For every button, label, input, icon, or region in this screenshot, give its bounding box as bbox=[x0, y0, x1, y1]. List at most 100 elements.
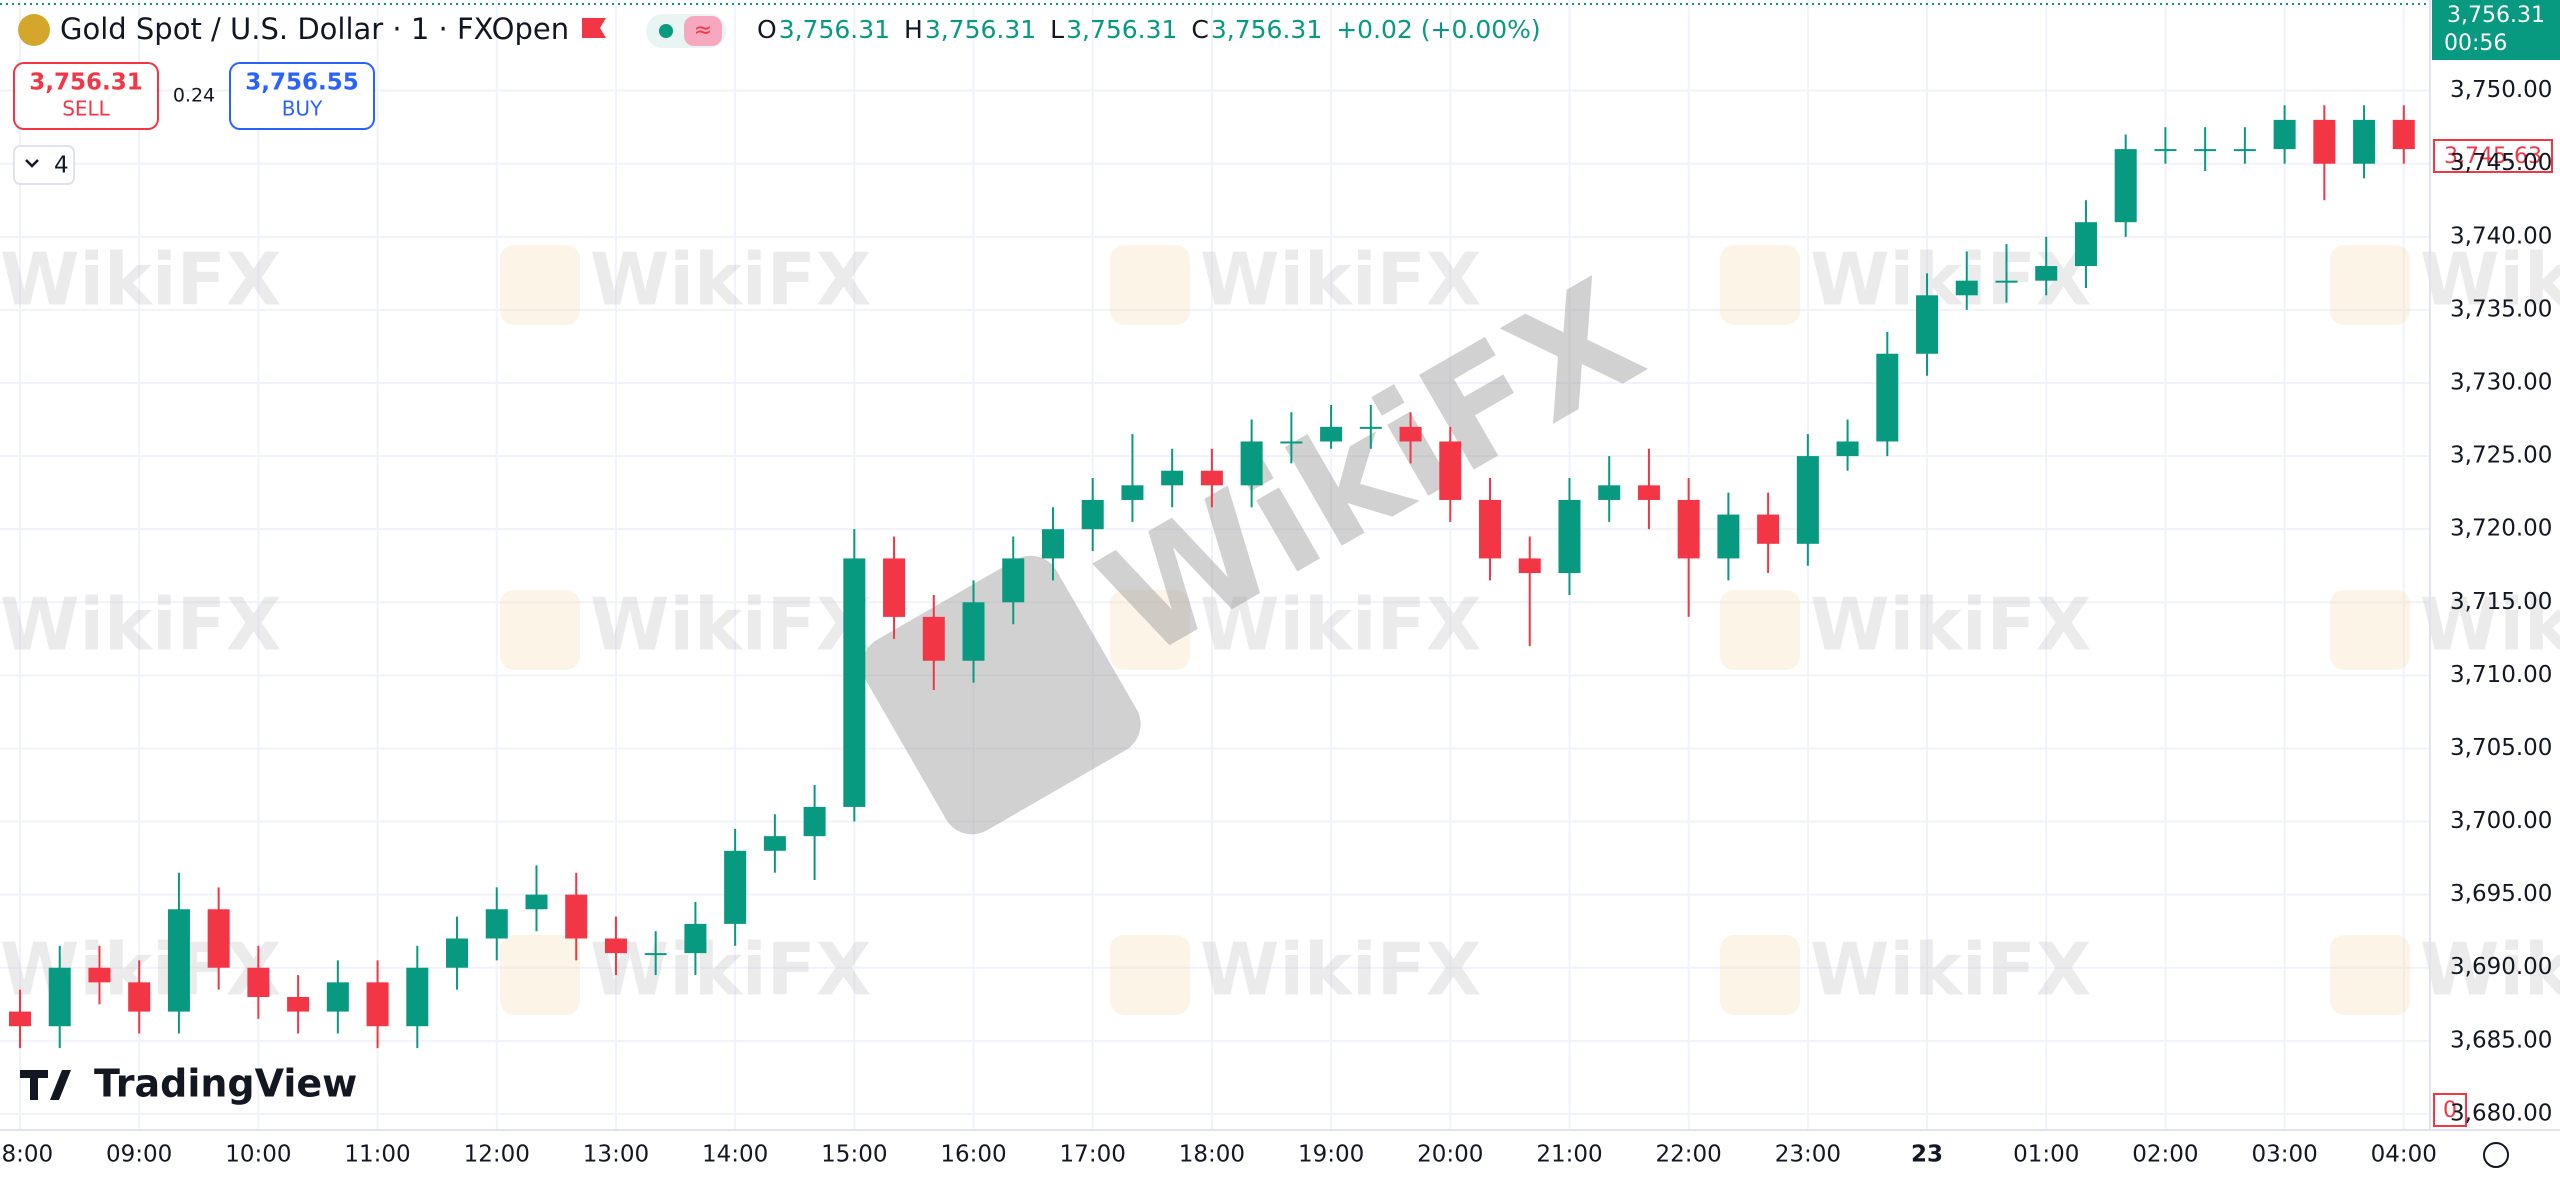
candle-body bbox=[883, 558, 906, 617]
watermark-icon bbox=[2330, 590, 2410, 670]
settings-icon[interactable] bbox=[2483, 1142, 2509, 1168]
logo-icon bbox=[20, 1070, 71, 1100]
grid bbox=[0, 0, 2430, 1130]
candle-body bbox=[167, 909, 190, 1012]
x-tick-label: 17:00 bbox=[1060, 1142, 1126, 1168]
watermark-icon bbox=[1110, 245, 1190, 325]
candle-body bbox=[128, 982, 151, 1012]
watermark: WikiFX bbox=[2420, 583, 2560, 667]
y-tick-label: 3,705.00 bbox=[2450, 735, 2552, 761]
watermark: WikiFX bbox=[590, 238, 871, 322]
candle-body bbox=[1995, 280, 2018, 283]
watermark: WikiFX bbox=[1200, 928, 1481, 1012]
candle-body bbox=[1479, 499, 1502, 559]
y-tick-label: 3,710.00 bbox=[2450, 662, 2552, 688]
watermark-icon bbox=[1720, 245, 1800, 325]
status-dot bbox=[659, 24, 673, 38]
y-tick-label: 3,750.00 bbox=[2450, 77, 2552, 103]
x-tick-label: 21:00 bbox=[1536, 1142, 1602, 1168]
x-tick-label: 22:00 bbox=[1656, 1142, 1722, 1168]
candle-body bbox=[1439, 441, 1462, 500]
candle-body bbox=[1637, 485, 1660, 500]
x-tick-label: 02:00 bbox=[2132, 1142, 2198, 1168]
candle-body bbox=[1717, 514, 1740, 559]
candle-body bbox=[1598, 485, 1621, 500]
watermark: WikiFX bbox=[590, 583, 871, 667]
watermark: WikiFX bbox=[1810, 928, 2091, 1012]
candle-body bbox=[2273, 119, 2296, 150]
watermark-icon bbox=[2330, 245, 2410, 325]
candle-body bbox=[406, 967, 429, 1027]
watermark: WikiFX bbox=[0, 238, 281, 322]
candle-body bbox=[1876, 353, 1899, 442]
candle-body bbox=[1121, 485, 1144, 500]
watermark-icon bbox=[500, 245, 580, 325]
candle-body bbox=[1836, 441, 1859, 457]
candle-body bbox=[2353, 119, 2376, 164]
x-tick-label: 13:00 bbox=[583, 1142, 649, 1168]
candle-body bbox=[2035, 266, 2058, 281]
y-tick-label: 3,685.00 bbox=[2450, 1027, 2552, 1053]
candle-body bbox=[88, 967, 111, 983]
candle-body bbox=[247, 967, 270, 997]
ohlc-key: C bbox=[1191, 15, 1208, 44]
candle-body bbox=[922, 616, 945, 661]
watermark-icon bbox=[1720, 935, 1800, 1015]
logo: TradingView bbox=[94, 1062, 357, 1106]
candle-body bbox=[1280, 441, 1303, 444]
watermark: WikiFX bbox=[2420, 928, 2560, 1012]
candle-body bbox=[2392, 119, 2415, 150]
candle-body bbox=[2154, 149, 2177, 152]
watermark-icon bbox=[1720, 590, 1800, 670]
chevron bbox=[25, 159, 39, 168]
candle-body bbox=[1240, 441, 1263, 486]
candle-body bbox=[843, 558, 866, 807]
candle-body bbox=[1796, 456, 1819, 544]
watermark-icon bbox=[1110, 590, 1190, 670]
sell-button[interactable] bbox=[13, 62, 159, 130]
x-tick-label: 08:00 bbox=[0, 1142, 53, 1168]
candle-body bbox=[962, 602, 985, 661]
candle-body bbox=[803, 806, 826, 837]
candle-body bbox=[1161, 470, 1184, 486]
candle-body bbox=[1955, 280, 1978, 296]
watermark: WikiFX bbox=[590, 928, 871, 1012]
price-line-label: 3,745.63 bbox=[2444, 144, 2542, 169]
candle-body bbox=[287, 996, 310, 1012]
y-tick-label: 3,735.00 bbox=[2450, 296, 2552, 322]
candle-body bbox=[2233, 149, 2256, 152]
price-tag-price: 3,756.31 bbox=[2447, 3, 2545, 28]
x-tick-label: 23 bbox=[1911, 1142, 1943, 1168]
y-tick-label: 3,690.00 bbox=[2450, 954, 2552, 980]
candle-body bbox=[1916, 295, 1939, 354]
x-tick-label: 14:00 bbox=[702, 1142, 768, 1168]
candle-body bbox=[2114, 149, 2137, 223]
x-tick-label: 09:00 bbox=[106, 1142, 172, 1168]
status-glyph: ≈ bbox=[694, 18, 712, 43]
y-tick-label: 3,740.00 bbox=[2450, 223, 2552, 249]
symbol-title: Gold Spot / U.S. Dollar · 1 · FXOpen bbox=[60, 12, 569, 46]
candle-body bbox=[1399, 426, 1422, 442]
candle-body bbox=[48, 967, 71, 1027]
ohlc-value: 3,756.31 bbox=[1066, 15, 1177, 44]
candle-body bbox=[2194, 149, 2217, 152]
candle-body bbox=[326, 982, 349, 1012]
watermark: WikiFX bbox=[1200, 583, 1481, 667]
sell-price: 3,756.31 bbox=[29, 70, 143, 96]
candle-body bbox=[1757, 514, 1780, 544]
price-line-tag bbox=[2433, 139, 2553, 173]
ohlc-value: 3,756.31 bbox=[925, 15, 1036, 44]
y-tick-label: 3,680.00 bbox=[2450, 1100, 2552, 1126]
x-tick-label: 11:00 bbox=[344, 1142, 410, 1168]
watermark: WikiFX bbox=[1810, 583, 2091, 667]
candles bbox=[9, 105, 2415, 1049]
candle-body bbox=[1558, 499, 1581, 574]
buy-button[interactable] bbox=[229, 62, 375, 130]
indicators-toggle[interactable] bbox=[13, 145, 75, 185]
ohlc-value: 3,756.31 bbox=[1211, 15, 1322, 44]
ohlc-key: H bbox=[904, 15, 923, 44]
candle-body bbox=[366, 982, 389, 1027]
watermark-icon bbox=[1110, 935, 1190, 1015]
x-tick-label: 04:00 bbox=[2371, 1142, 2437, 1168]
